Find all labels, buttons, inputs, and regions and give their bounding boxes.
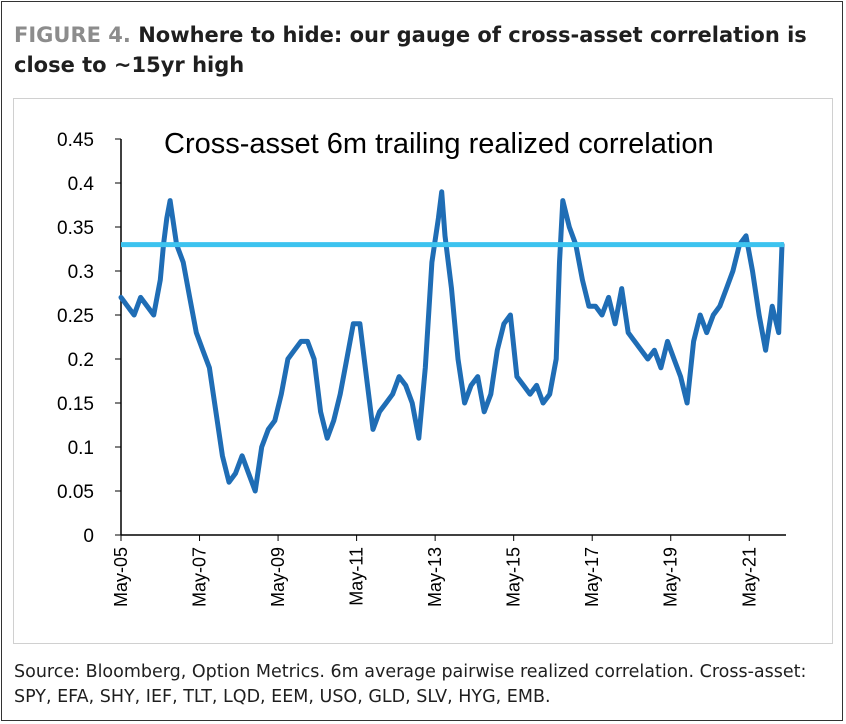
y-tick-label: 0 (83, 526, 94, 547)
y-tick-label: 0.25 (57, 306, 94, 327)
x-tick-label: May-17 (582, 547, 602, 607)
x-tick-label: May-07 (190, 547, 210, 607)
line-chart: Cross-asset 6m trailing realized correla… (57, 128, 786, 607)
x-tick-label: May-21 (739, 547, 759, 607)
y-tick-label: 0.45 (57, 130, 94, 151)
chart-area: Cross-asset 6m trailing realized correla… (13, 98, 833, 644)
figure-title: FIGURE 4. Nowhere to hide: our gauge of … (14, 20, 834, 80)
x-axis-ticks: May-05 May-07 May-09 May-11 May-13 May-15 May-… (111, 535, 759, 607)
chart-title: Cross-asset 6m trailing realized correla… (164, 128, 714, 160)
x-tick-label: May-11 (347, 547, 367, 606)
source-note: Source: Bloomberg, Option Metrics. 6m av… (14, 662, 807, 707)
x-tick-label: May-09 (268, 547, 288, 607)
y-tick-label: 0.2 (68, 350, 94, 371)
y-tick-label: 0.4 (68, 174, 95, 195)
y-axis-ticks: 0 0.05 0.1 0.15 0.2 0.25 0.3 0.35 0.4 0.45 (57, 130, 121, 547)
figure-title-text: Nowhere to hide: our gauge of cross-asse… (14, 23, 807, 77)
y-tick-label: 0.05 (57, 482, 94, 503)
x-tick-label: May-15 (504, 547, 524, 607)
x-tick-label: May-05 (111, 547, 131, 607)
y-tick-label: 0.3 (68, 262, 94, 283)
figure-label: FIGURE 4. (14, 23, 131, 47)
x-tick-label: May-19 (661, 547, 681, 607)
y-tick-label: 0.15 (57, 394, 94, 415)
y-tick-label: 0.35 (57, 218, 94, 239)
y-tick-label: 0.1 (68, 438, 94, 459)
x-tick-label: May-13 (425, 547, 445, 607)
correlation-series-line (118, 189, 785, 494)
